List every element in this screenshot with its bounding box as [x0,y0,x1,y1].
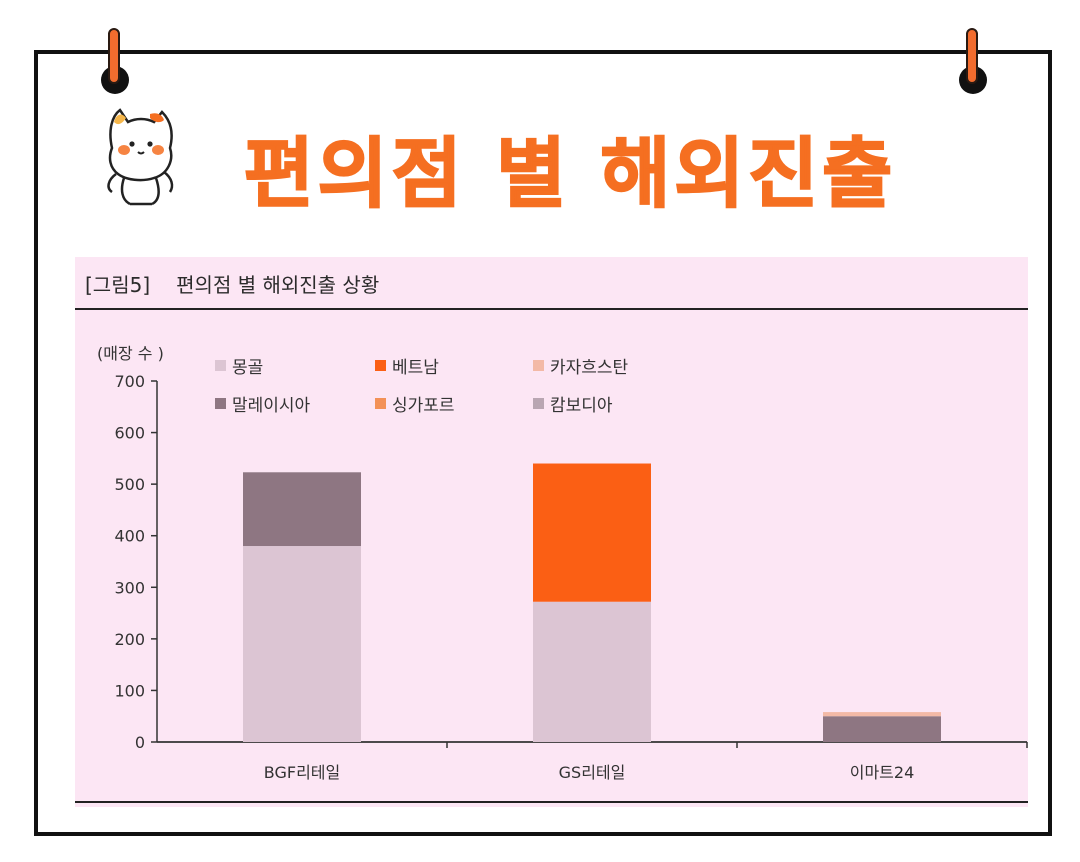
page-title: 편의점 별 해외진출 [243,128,897,219]
bar-segment [243,472,361,547]
x-tick-label: 이마트24 [850,763,915,782]
legend-item: 말레이시아 [215,391,310,416]
legend-label: 싱가포르 [392,396,455,416]
figure-bottom-rule [75,801,1028,803]
legend-swatch [533,398,544,409]
bar-segment [533,601,651,742]
y-tick-label: 400 [114,527,145,546]
legend-label: 캄보디아 [550,396,613,416]
figure-caption-text: 편의점 별 해외진출 상황 [176,273,380,297]
y-tick-label: 200 [114,630,145,649]
legend-swatch [375,360,386,371]
bar-segment [533,463,651,602]
y-tick-label: 600 [114,424,145,443]
x-tick-label: GS리테일 [559,763,626,782]
cat-mascot-icon [107,108,174,206]
stacked-bar-chart: 0 100 200 300 400 500 600 700 BGF리테일 GS리테일 이마트24 [114,372,1028,782]
bar-segment [243,546,361,742]
y-tick-label: 300 [114,578,145,597]
legend-item: 몽골 [215,353,263,378]
legend-label: 카자흐스탄 [550,358,629,378]
legend-swatch [375,398,386,409]
bar-segment [823,712,941,717]
y-tick-label: 100 [114,681,145,700]
legend-swatch [215,360,226,371]
legend-item: 카자흐스탄 [533,353,628,378]
pin-left [100,28,130,98]
figure-caption-tag: [그림5] [85,273,151,297]
legend-swatch [215,398,226,409]
figure-caption: [그림5] 편의점 별 해외진출 상황 [85,269,379,298]
legend-item: 베트남 [375,353,439,378]
legend-swatch [533,360,544,371]
bar-segment [823,716,941,742]
caption-rule [75,308,1028,310]
legend-label: 몽골 [232,358,264,378]
y-tick-label: 700 [114,372,145,391]
legend-item: 싱가포르 [375,391,455,416]
legend-item: 캄보디아 [533,391,613,416]
x-tick-label: BGF리테일 [264,763,340,782]
pin-right [958,28,988,98]
y-axis-unit-label: (매장 수 ) [97,344,164,363]
y-tick-label: 500 [114,475,145,494]
y-tick-label: 0 [135,733,145,752]
legend-label: 말레이시아 [232,396,311,416]
legend-label: 베트남 [392,358,439,378]
